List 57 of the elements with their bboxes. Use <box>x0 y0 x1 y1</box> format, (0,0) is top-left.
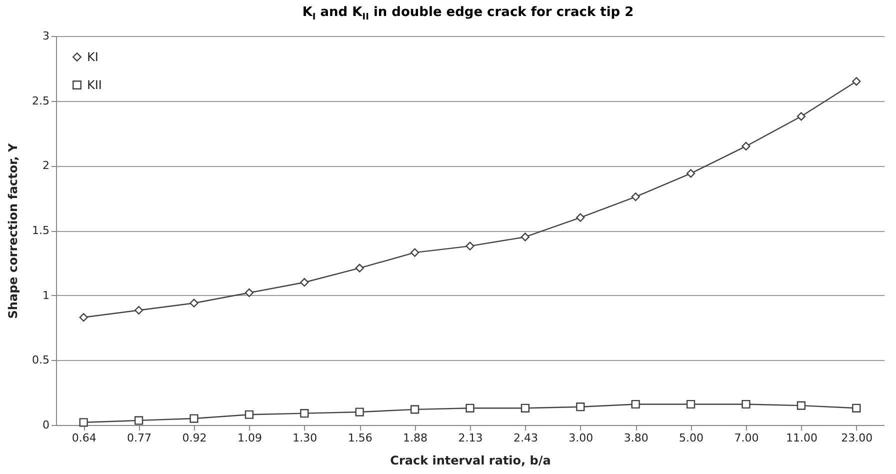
point <box>631 400 640 409</box>
point <box>742 400 750 409</box>
legend-label: KII <box>87 78 102 92</box>
point <box>576 402 585 412</box>
x-tick-label: 23.00 <box>841 432 873 444</box>
point <box>300 409 309 418</box>
x-tick-label: 0.92 <box>182 432 207 444</box>
point <box>520 404 530 412</box>
y-tick-label: 0 <box>42 418 50 432</box>
x-tick-label: 2.13 <box>458 432 483 444</box>
point <box>520 232 530 242</box>
x-tick-label: 1.09 <box>237 432 262 444</box>
x-axis-title: Crack interval ratio, b/a <box>390 454 551 468</box>
point <box>134 306 144 315</box>
y-tick-label: 1 <box>42 288 50 302</box>
x-tick-label: 1.30 <box>292 432 318 444</box>
x-tick-label: 1.56 <box>348 432 372 444</box>
point <box>190 414 198 423</box>
x-tick-label: 11.00 <box>786 432 818 444</box>
point <box>686 400 696 409</box>
x-tick-label: 1.88 <box>403 432 428 444</box>
legend-label: KI <box>87 50 98 64</box>
point <box>852 404 861 412</box>
chart-title: K$_{I}$ and K$_{II}$ in double edge crack for crack tip 2 <box>301 4 635 25</box>
point <box>79 313 88 322</box>
point <box>466 404 474 412</box>
point <box>355 264 364 272</box>
x-tick-label: 0.64 <box>72 432 96 444</box>
point <box>300 278 309 287</box>
x-tick-label: 3.80 <box>624 432 648 444</box>
point <box>134 416 144 425</box>
point <box>410 248 420 257</box>
point <box>852 77 861 86</box>
point <box>686 169 696 178</box>
point <box>466 242 474 250</box>
y-tick-label: 1.5 <box>32 224 50 237</box>
point <box>190 298 198 308</box>
point <box>796 112 806 121</box>
point <box>355 408 364 416</box>
y-tick-label: 2.5 <box>32 94 50 108</box>
point <box>742 142 750 151</box>
point <box>576 213 585 222</box>
point <box>410 405 420 414</box>
y-tick-label: 0.5 <box>32 354 50 367</box>
x-tick-label: 2.43 <box>513 432 538 444</box>
point <box>631 192 640 202</box>
x-tick-label: 7.00 <box>734 432 759 444</box>
point <box>79 418 88 427</box>
y-tick-label: 2 <box>42 159 50 172</box>
point <box>244 410 254 419</box>
x-tick-label: 5.00 <box>679 432 704 444</box>
x-tick-label: 0.77 <box>127 432 152 444</box>
point <box>796 401 806 410</box>
y-tick-label: 3 <box>42 30 50 42</box>
y-axis-title: Shape correction factor, Y <box>6 142 20 319</box>
point <box>244 288 254 298</box>
x-tick-label: 3.00 <box>568 432 594 444</box>
